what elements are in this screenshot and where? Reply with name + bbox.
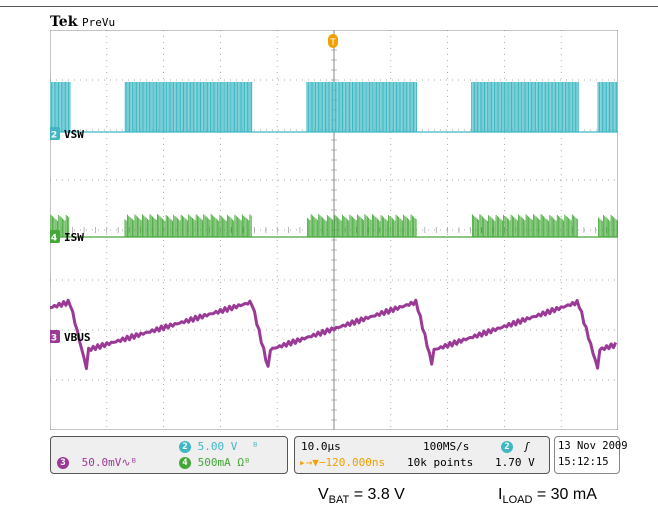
brand-logo: Tek: [50, 14, 78, 30]
iload-value: = 30 mA: [532, 486, 597, 503]
vsw-trace-label: VSW: [64, 128, 84, 141]
trigger-source: 2 ʃ: [501, 440, 530, 453]
ch4-scale: 500mA: [197, 456, 231, 469]
vbat-value: = 3.8 V: [349, 486, 405, 503]
vbat-caption: VBAT = 3.8 V: [318, 486, 405, 506]
sample-rate: 100MS/s: [423, 440, 470, 453]
time-per-div: 10.0µs: [301, 440, 341, 453]
ch4-badge: 4: [179, 457, 191, 469]
top-rule: [0, 6, 658, 7]
vbus-marker-number: 3: [51, 334, 57, 344]
isw-channel-marker: 4 ISW: [50, 230, 84, 244]
ch4-scale-row: 4 500mA Ωᴮ: [179, 456, 251, 469]
vbus-trace-label: VBUS: [64, 331, 91, 344]
iload-symbol: I: [498, 486, 503, 503]
vsw-trace: [50, 82, 618, 132]
iload-subscript: LOAD: [502, 494, 533, 507]
record-length: 10k points: [407, 456, 474, 469]
vbus-channel-marker: 3 VBUS: [50, 330, 91, 344]
iload-caption: ILOAD = 30 mA: [498, 486, 597, 506]
status-readout: 2 5.00 V ᴮ 3 50.0mV∿ᴮ 4 500mA Ωᴮ 10.0µs …: [50, 436, 628, 476]
ch2-badge: 2: [179, 441, 191, 453]
trigger-slope-icon: ʃ: [523, 440, 531, 453]
ch3-scale: 50.0mV: [81, 456, 122, 469]
ch2-bw-icon: ᴮ: [252, 440, 259, 453]
isw-trace-label: ISW: [64, 231, 84, 244]
ch2-scale-row: 2 5.00 V ᴮ: [179, 440, 259, 453]
isw-trace: [50, 214, 618, 237]
trigger-position-marker: T: [328, 34, 338, 48]
vsw-marker-number: 2: [51, 131, 57, 141]
isw-marker-number: 4: [51, 234, 57, 244]
trigger-level: 1.70 V: [495, 456, 535, 469]
ch3-scale-row: 3 50.0mV∿ᴮ: [57, 456, 137, 469]
ch3-badge: 3: [57, 457, 69, 469]
vbat-symbol: V: [318, 486, 329, 503]
acquisition-mode: PreVu: [82, 16, 116, 29]
ch3-coupling-icon: ∿ᴮ: [121, 456, 138, 469]
horizontal-delay: ▸→▼−120.000ns: [299, 456, 386, 469]
oscilloscope-display: T 2 VSW 4 ISW 3 VBUS: [50, 30, 618, 430]
channel-scale-panel: 2 5.00 V ᴮ 3 50.0mV∿ᴮ 4 500mA Ωᴮ: [50, 436, 288, 474]
vbus-trace: [50, 298, 618, 371]
timebase-panel: 10.0µs 100MS/s ▸→▼−120.000ns 10k points …: [294, 436, 550, 474]
trigger-marker-letter: T: [329, 38, 336, 48]
ch2-scale: 5.00 V: [197, 440, 238, 453]
ch4-termination-icon: Ωᴮ: [237, 456, 251, 469]
trigger-source-badge: 2: [501, 441, 513, 453]
datetime-panel: 13 Nov 2009 15:12:15: [554, 436, 628, 474]
vsw-channel-marker: 2 VSW: [50, 127, 84, 141]
date: 13 Nov 2009: [558, 440, 628, 452]
vbat-subscript: BAT: [328, 494, 350, 507]
time: 15:12:15: [558, 456, 609, 468]
